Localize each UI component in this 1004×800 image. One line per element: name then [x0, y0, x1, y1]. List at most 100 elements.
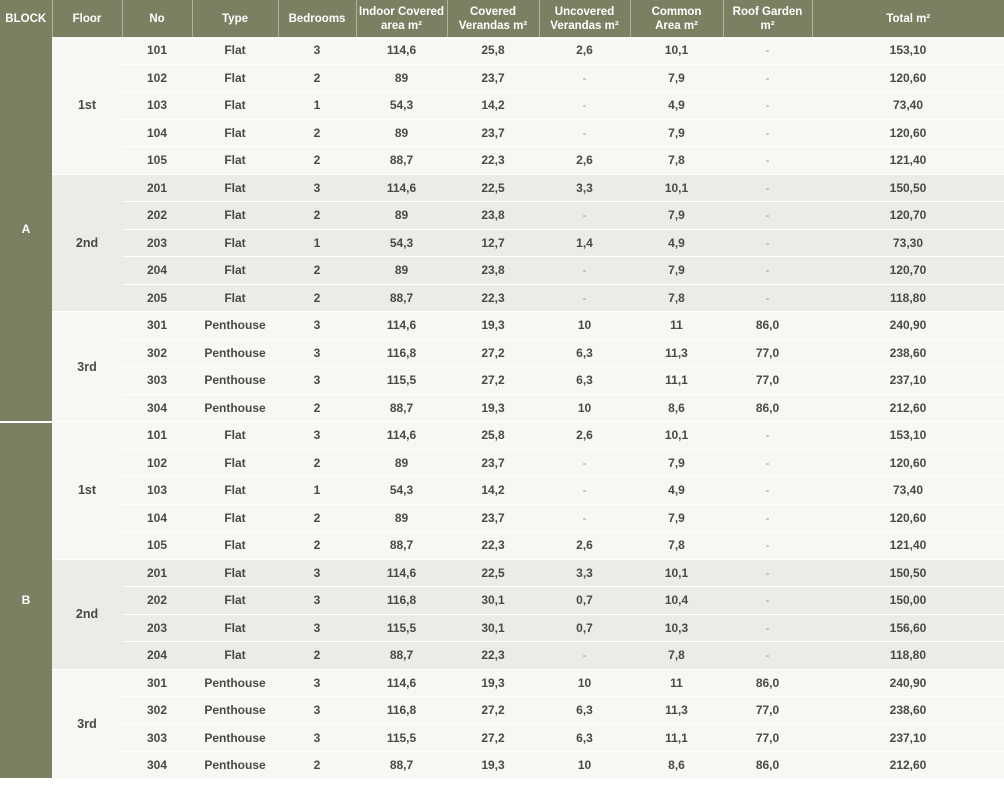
- cell-indoor-covered-area: 54,3: [356, 229, 447, 257]
- table-row: 104 Flat 2 89 23,7-7,9-120,60: [0, 119, 1004, 147]
- table-header: BLOCK Floor No Type Bedrooms Indoor Cove…: [0, 0, 1004, 37]
- cell-no: 301: [122, 312, 192, 340]
- cell-indoor-covered-area: 114,6: [356, 669, 447, 697]
- cell-type: Penthouse: [192, 752, 278, 780]
- cell-covered-verandas: 30,1: [447, 614, 539, 642]
- cell-bedrooms: 3: [278, 422, 356, 450]
- floor-label: 3rd: [52, 312, 122, 422]
- cell-total: 238,60: [812, 339, 1004, 367]
- cell-covered-verandas: 25,8: [447, 37, 539, 64]
- cell-covered-verandas: 27,2: [447, 339, 539, 367]
- cell-covered-verandas: 22,5: [447, 559, 539, 587]
- header-uncovered-line2: Verandas m²: [550, 20, 618, 32]
- cell-indoor-covered-area: 116,8: [356, 697, 447, 725]
- cell-indoor-covered-area: 114,6: [356, 174, 447, 202]
- cell-common-area: 7,9: [630, 119, 723, 147]
- cell-uncovered-verandas: -: [539, 257, 630, 285]
- cell-no: 105: [122, 147, 192, 175]
- table-row: 105 Flat 2 88,7 22,3 2,6 7,8-121,40: [0, 147, 1004, 175]
- cell-covered-verandas: 27,2: [447, 724, 539, 752]
- cell-total: 238,60: [812, 697, 1004, 725]
- cell-type: Flat: [192, 147, 278, 175]
- cell-uncovered-verandas: -: [539, 504, 630, 532]
- cell-bedrooms: 2: [278, 504, 356, 532]
- cell-uncovered-verandas: 10: [539, 752, 630, 780]
- cell-roof-garden: -: [723, 257, 812, 285]
- cell-type: Penthouse: [192, 724, 278, 752]
- cell-no: 202: [122, 587, 192, 615]
- block-label: B: [0, 422, 52, 780]
- header-total: Total m²: [812, 0, 1004, 37]
- cell-common-area: 7,8: [630, 642, 723, 670]
- cell-roof-garden: -: [723, 477, 812, 505]
- cell-bedrooms: 3: [278, 367, 356, 395]
- cell-no: 202: [122, 202, 192, 230]
- cell-total: 240,90: [812, 669, 1004, 697]
- cell-no: 101: [122, 422, 192, 450]
- cell-covered-verandas: 25,8: [447, 422, 539, 450]
- cell-covered-verandas: 19,3: [447, 312, 539, 340]
- cell-covered-verandas: 12,7: [447, 229, 539, 257]
- cell-common-area: 11,1: [630, 367, 723, 395]
- cell-common-area: 10,1: [630, 559, 723, 587]
- cell-bedrooms: 2: [278, 394, 356, 422]
- cell-indoor-covered-area: 114,6: [356, 37, 447, 64]
- header-floor: Floor: [52, 0, 122, 37]
- cell-covered-verandas: 23,7: [447, 119, 539, 147]
- cell-no: 105: [122, 532, 192, 560]
- cell-no: 304: [122, 394, 192, 422]
- cell-bedrooms: 2: [278, 642, 356, 670]
- table-row: 203 Flat 1 54,3 12,7 1,4 4,9-73,30: [0, 229, 1004, 257]
- cell-roof-garden: -: [723, 64, 812, 92]
- cell-total: 120,60: [812, 119, 1004, 147]
- cell-indoor-covered-area: 89: [356, 64, 447, 92]
- cell-roof-garden: -: [723, 174, 812, 202]
- cell-no: 101: [122, 37, 192, 64]
- cell-bedrooms: 2: [278, 119, 356, 147]
- cell-common-area: 8,6: [630, 394, 723, 422]
- cell-roof-garden: -: [723, 587, 812, 615]
- cell-no: 102: [122, 449, 192, 477]
- table-row: 203 Flat 3 115,5 30,1 0,7 10,3-156,60: [0, 614, 1004, 642]
- cell-indoor-covered-area: 114,6: [356, 312, 447, 340]
- table-row: 103 Flat 1 54,3 14,2-4,9-73,40: [0, 92, 1004, 120]
- header-roof-line2: m²: [760, 20, 774, 32]
- cell-bedrooms: 3: [278, 587, 356, 615]
- cell-type: Flat: [192, 119, 278, 147]
- cell-uncovered-verandas: 6,3: [539, 724, 630, 752]
- cell-uncovered-verandas: 6,3: [539, 339, 630, 367]
- table-row: 204 Flat 2 89 23,8-7,9-120,70: [0, 257, 1004, 285]
- cell-covered-verandas: 23,7: [447, 449, 539, 477]
- table-row: 2nd 201 Flat 3 114,6 22,5 3,3 10,1-150,50: [0, 174, 1004, 202]
- cell-covered-verandas: 19,3: [447, 394, 539, 422]
- cell-bedrooms: 1: [278, 229, 356, 257]
- cell-indoor-covered-area: 114,6: [356, 422, 447, 450]
- cell-total: 118,80: [812, 284, 1004, 312]
- cell-indoor-covered-area: 88,7: [356, 147, 447, 175]
- cell-type: Flat: [192, 202, 278, 230]
- header-common-line2: Area m²: [655, 20, 698, 32]
- cell-uncovered-verandas: 3,3: [539, 559, 630, 587]
- cell-total: 73,30: [812, 229, 1004, 257]
- cell-covered-verandas: 22,3: [447, 532, 539, 560]
- cell-covered-verandas: 30,1: [447, 587, 539, 615]
- table-row: 204 Flat 2 88,7 22,3-7,8-118,80: [0, 642, 1004, 670]
- cell-total: 150,50: [812, 174, 1004, 202]
- cell-no: 204: [122, 642, 192, 670]
- cell-type: Flat: [192, 257, 278, 285]
- cell-type: Flat: [192, 37, 278, 64]
- cell-roof-garden: -: [723, 119, 812, 147]
- cell-total: 240,90: [812, 312, 1004, 340]
- cell-roof-garden: -: [723, 92, 812, 120]
- cell-uncovered-verandas: 10: [539, 312, 630, 340]
- cell-no: 104: [122, 504, 192, 532]
- cell-bedrooms: 3: [278, 669, 356, 697]
- cell-indoor-covered-area: 89: [356, 504, 447, 532]
- header-roof-garden: Roof Garden m²: [723, 0, 812, 37]
- cell-type: Flat: [192, 587, 278, 615]
- cell-roof-garden: -: [723, 422, 812, 450]
- cell-no: 302: [122, 339, 192, 367]
- cell-no: 102: [122, 64, 192, 92]
- cell-no: 301: [122, 669, 192, 697]
- cell-type: Penthouse: [192, 669, 278, 697]
